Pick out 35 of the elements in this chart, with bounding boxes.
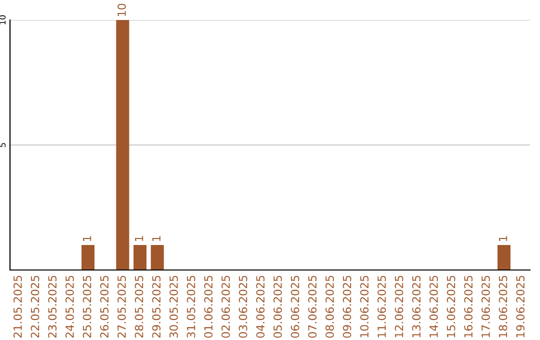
x-tick-label: 09.06.2025	[342, 276, 352, 338]
x-tick-label: 08.06.2025	[325, 276, 334, 338]
data-label: 1	[498, 236, 508, 241]
data-label: 10	[117, 4, 126, 16]
x-tick-label: 23.05.2025	[48, 276, 57, 338]
x-tick-label: 17.06.2025	[481, 276, 490, 338]
x-tick-label: 13.06.2025	[412, 276, 421, 338]
x-tick-label: 22.05.2025	[30, 276, 40, 338]
x-tick-label: 03.06.2025	[238, 276, 248, 338]
x-tick-label: 19.06.2025	[516, 276, 525, 338]
x-tick-label: 15.06.2025	[446, 276, 456, 338]
x-tick-label: 27.05.2025	[117, 276, 126, 338]
x-tick-label: 18.06.2025	[498, 276, 508, 338]
x-tick-label: 26.05.2025	[100, 276, 109, 338]
x-tick-label: 31.05.2025	[186, 276, 196, 338]
x-tick-label: 02.06.2025	[221, 276, 230, 338]
x-tick-label: 24.05.2025	[65, 276, 74, 338]
x-tick-label: 30.05.2025	[169, 276, 178, 338]
x-tick-label: 11.06.2025	[377, 276, 386, 338]
x-tick-label: 14.06.2025	[429, 276, 438, 338]
x-tick-label: 29.05.2025	[152, 276, 161, 338]
data-label: 1	[152, 236, 160, 241]
x-tick-label: 10.06.2025	[360, 276, 369, 338]
x-tick-label: 28.05.2025	[134, 276, 144, 338]
x-tick-label: 04.06.2025	[256, 276, 265, 338]
x-tick-label: 12.06.2025	[394, 276, 404, 338]
x-tick-label: 05.06.2025	[273, 276, 282, 338]
data-label: 1	[82, 236, 92, 241]
x-tick-label: 25.05.2025	[82, 276, 92, 338]
x-tick-label: 16.06.2025	[464, 276, 473, 338]
x-tick-label: 01.06.2025	[204, 276, 213, 338]
x-tick-label: 07.06.2025	[308, 276, 317, 338]
x-tick-label: 06.06.2025	[290, 276, 300, 338]
x-tick-label: 21.05.2025	[13, 276, 22, 338]
data-label: 1	[134, 236, 144, 241]
